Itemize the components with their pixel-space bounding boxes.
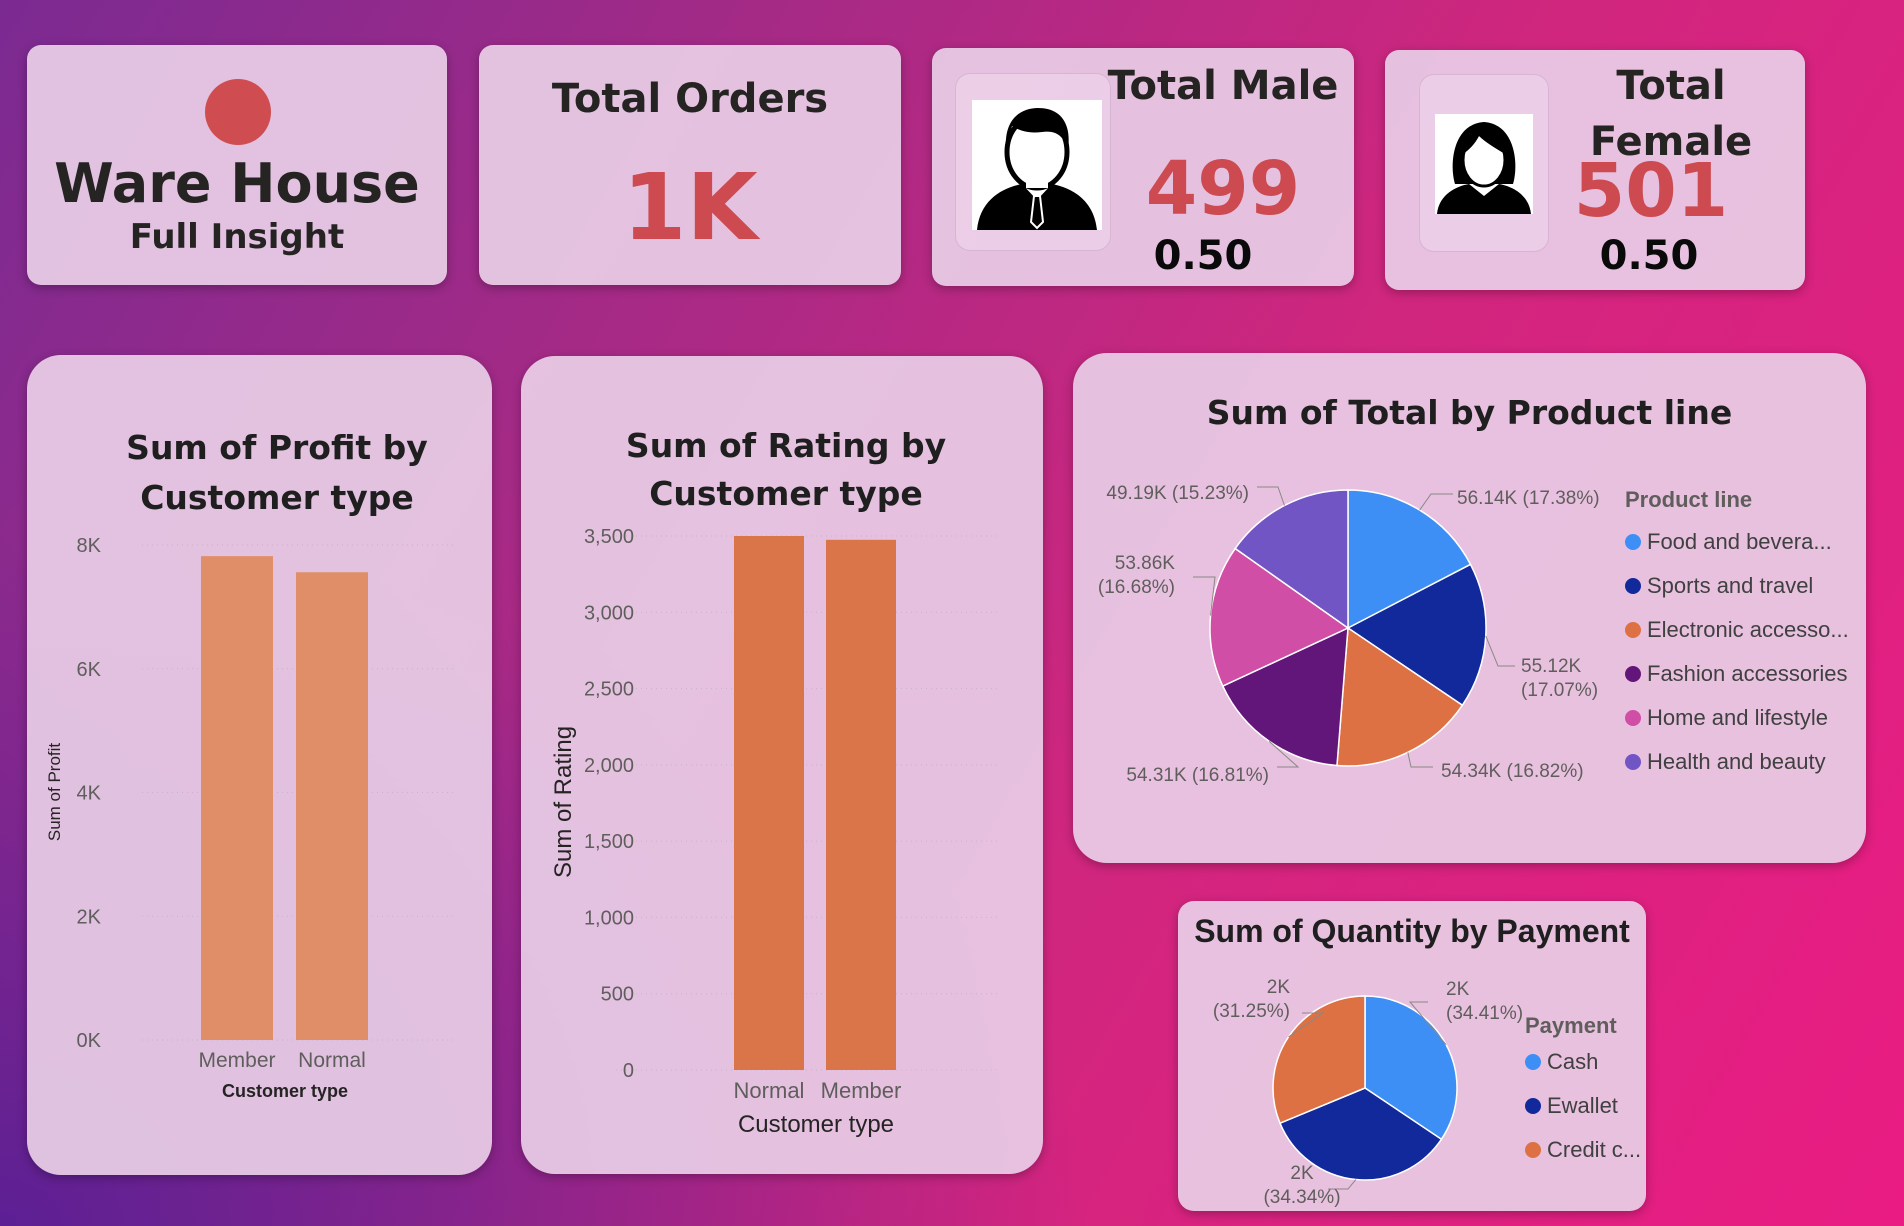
- x-tick-label: Normal: [298, 1049, 366, 1072]
- legend-item-label: Fashion accessories: [1647, 661, 1848, 686]
- rating-chart-card: Sum of Rating by Customer type 0 500 1,000…: [521, 356, 1043, 1174]
- legend-item-label: Credit c...: [1547, 1137, 1641, 1162]
- y-tick-label: 3,500: [584, 526, 634, 548]
- legend-marker: [1625, 666, 1641, 682]
- y-tick-label: 1,000: [584, 907, 634, 929]
- y-tick-label: 2,000: [584, 755, 634, 777]
- total-female-ratio: 0.50: [1599, 233, 1699, 279]
- y-axis-label: Sum of Profit: [45, 743, 64, 842]
- profit-bar-chart: 0K 2K 4K 6K 8K Member Normal Customer type Sum o…: [45, 535, 457, 1101]
- y-tick-label: 2,500: [584, 679, 634, 701]
- y-tick-label: 3,000: [584, 602, 634, 624]
- y-tick-label: 8K: [77, 535, 102, 557]
- total-male-ratio: 0.50: [1153, 233, 1253, 279]
- leader-line: [1407, 752, 1433, 768]
- product-line-pie-chart: 56.14K (17.38%) 55.12K (17.07%) 54.34K (16.…: [1098, 483, 1849, 786]
- legend-item-label: Food and bevera...: [1647, 529, 1832, 554]
- x-axis-label: Customer type: [738, 1111, 894, 1138]
- total-female-value: 501: [1573, 148, 1729, 234]
- data-label: 49.19K (15.23%): [1106, 483, 1249, 504]
- legend-marker: [1625, 578, 1641, 594]
- total-female-card: Total Female 501 0.50: [1385, 50, 1805, 290]
- total-female-label: Total Female: [1589, 63, 1753, 165]
- legend-item-label: Ewallet: [1547, 1093, 1618, 1118]
- legend-marker: [1525, 1098, 1541, 1114]
- x-tick-label: Member: [821, 1078, 902, 1103]
- total-male-card: Total Male 499 0.50: [932, 48, 1354, 286]
- legend-marker: [1525, 1054, 1541, 1070]
- legend-marker: [1625, 534, 1641, 550]
- y-tick-label: 0K: [77, 1030, 102, 1052]
- total-orders-card: Total Orders 1K: [479, 45, 901, 285]
- leader-line: [1485, 635, 1515, 667]
- data-label: 54.34K (16.82%): [1441, 761, 1584, 782]
- chart-title: Sum of Total by Product line: [1206, 393, 1733, 432]
- bar: [826, 539, 896, 1070]
- bar: [734, 536, 804, 1070]
- data-label: 2K (31.25%): [1213, 977, 1290, 1022]
- leader-line: [1328, 1179, 1357, 1190]
- data-label: 2K (34.34%): [1263, 1163, 1340, 1208]
- total-male-value: 499: [1145, 146, 1301, 232]
- profit-chart-card: Sum of Profit by Customer type 0K 2K 4K 6K 8…: [27, 355, 492, 1175]
- y-tick-label: 0: [623, 1060, 634, 1082]
- chart-title: Sum of Rating by Customer type: [625, 426, 947, 513]
- male-avatar-icon: [972, 100, 1102, 230]
- legend-item-label: Home and lifestyle: [1647, 705, 1828, 730]
- pie-slice: [1336, 626, 1464, 767]
- leader-line: [1193, 576, 1216, 616]
- data-label: 54.31K (16.81%): [1126, 765, 1269, 786]
- data-label: 55.12K (17.07%): [1521, 656, 1598, 701]
- legend-marker: [1625, 710, 1641, 726]
- y-tick-label: 6K: [77, 659, 102, 681]
- chart-title: Sum of Profit by Customer type: [126, 428, 428, 517]
- x-tick-label: Normal: [734, 1078, 805, 1103]
- pie-slice: [1221, 626, 1349, 767]
- x-tick-label: Member: [198, 1049, 275, 1072]
- page-title: Ware House: [54, 152, 420, 215]
- x-axis-label: Customer type: [222, 1081, 348, 1101]
- total-orders-label: Total Orders: [551, 76, 829, 122]
- page-subtitle: Full Insight: [129, 217, 345, 257]
- rating-bar-chart: 0 500 1,000 1,500 2,000 2,500 3,000 3,500 Normal…: [550, 526, 1001, 1138]
- leader-line: [1257, 486, 1285, 506]
- chart-title: Sum of Quantity by Payment: [1194, 913, 1630, 949]
- y-tick-label: 2K: [77, 906, 102, 928]
- leader-line: [1288, 1012, 1325, 1038]
- legend-marker: [1625, 754, 1641, 770]
- legend-item-label: Sports and travel: [1647, 573, 1813, 598]
- legend-item-label: Electronic accesso...: [1647, 617, 1849, 642]
- legend-title: Payment: [1525, 1013, 1617, 1038]
- warehouse-card: Ware House Full Insight: [27, 45, 447, 285]
- bar: [296, 572, 368, 1040]
- bar: [201, 556, 273, 1040]
- pie-slice: [1279, 1087, 1443, 1181]
- y-axis-label: Sum of Rating: [550, 726, 577, 878]
- legend-marker: [1625, 622, 1641, 638]
- data-label: 2K (34.41%): [1446, 979, 1523, 1024]
- leader-line: [1408, 1001, 1447, 1046]
- female-avatar-icon: [1435, 114, 1533, 214]
- total-male-label: Total Male: [1107, 63, 1339, 109]
- product-line-chart-card: Sum of Total by Product line 56.14K (17.…: [1073, 353, 1866, 863]
- leader-line: [1419, 493, 1453, 511]
- payment-chart-card: Sum of Quantity by Payment 2K (34.41%) 2K(…: [1178, 901, 1646, 1211]
- total-orders-value: 1K: [622, 154, 758, 261]
- y-tick-label: 500: [601, 984, 634, 1006]
- y-tick-label: 4K: [77, 783, 102, 805]
- leader-line: [1268, 740, 1300, 768]
- legend-title: Product line: [1625, 487, 1752, 512]
- logo-dot-icon: [205, 79, 271, 145]
- data-label: 53.86K (16.68%): [1098, 553, 1175, 598]
- data-label: 56.14K (17.38%): [1457, 488, 1600, 509]
- legend-item-label: Health and beauty: [1647, 749, 1826, 774]
- legend-item-label: Cash: [1547, 1049, 1598, 1074]
- y-tick-label: 1,500: [584, 831, 634, 853]
- payment-pie-chart: 2K (34.41%) 2K (34.34%) 2K (31.25%) Payment Cas…: [1213, 977, 1641, 1208]
- legend-marker: [1525, 1142, 1541, 1158]
